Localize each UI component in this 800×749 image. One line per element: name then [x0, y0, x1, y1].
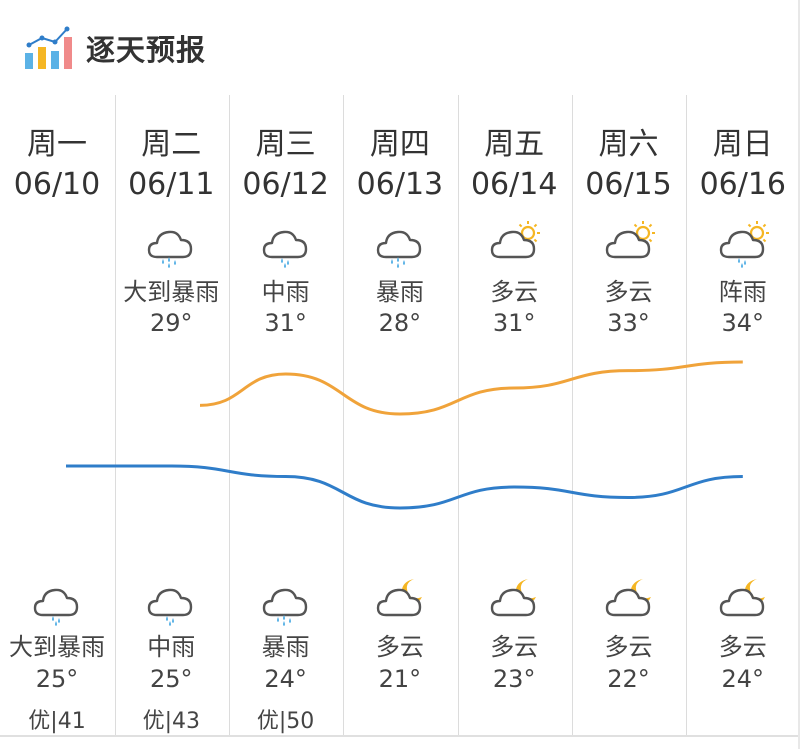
weekday-label: 周四: [369, 127, 430, 162]
cloud-moon-icon: [374, 577, 426, 623]
day-column[interactable]: 周四 06/13 暴雨 28° 多云 21°: [343, 95, 457, 735]
cloud-rain-heavy-icon: [260, 577, 312, 626]
column-divider: [115, 95, 116, 735]
cloud-sun-rain-icon: [717, 219, 769, 268]
cloud-rain-heavy-icon: [374, 219, 426, 268]
day-column[interactable]: 周三 06/12 中雨 31° 暴雨 24° 优|50: [229, 95, 343, 735]
night-weather-desc: 大到暴雨: [9, 633, 105, 661]
day-weather-desc: 大到暴雨: [123, 278, 220, 306]
cloud-rain-icon: [31, 577, 83, 626]
night-weather-desc: 多云: [718, 633, 767, 661]
day-column[interactable]: 周二 06/11 大到暴雨 29° 中雨 25° 优|43: [114, 95, 228, 735]
cloud-moon-icon: [603, 577, 655, 623]
cloud-rain-heavy-icon: [145, 219, 197, 268]
day-weather-desc: 暴雨: [375, 278, 424, 306]
night-weather-desc: 多云: [490, 633, 539, 661]
date-label: 06/16: [699, 167, 787, 202]
air-quality-label: 优|43: [142, 709, 200, 734]
date-label: 06/15: [585, 167, 672, 202]
night-weather-desc: 暴雨: [261, 633, 310, 661]
date-label: 06/14: [470, 167, 558, 202]
weekday-label: 周六: [598, 127, 659, 162]
night-low-temp: 24°: [264, 665, 307, 693]
day-weather-desc: 多云: [490, 278, 539, 306]
date-label: 06/12: [242, 167, 329, 202]
cloud-sun-icon: [488, 219, 541, 265]
day-high-temp: 34°: [721, 309, 765, 337]
night-low-temp: 25°: [150, 665, 193, 693]
night-weather-desc: 中雨: [147, 633, 196, 661]
date-label: 06/13: [356, 167, 444, 202]
night-weather-desc: 多云: [375, 633, 424, 661]
day-column[interactable]: 周五 06/14 多云 31° 多云 23°: [457, 95, 571, 735]
cloud-rain-icon: [260, 219, 312, 268]
cloud-sun-icon: [603, 219, 655, 265]
cloud-moon-icon: [488, 577, 540, 623]
day-column[interactable]: 周一 06/10 大到暴雨 25° 优|41: [0, 95, 114, 735]
night-low-temp: 24°: [721, 665, 765, 693]
cloud-moon-icon: [717, 577, 769, 623]
weekday-label: 周一: [27, 127, 87, 162]
air-quality-label: 优|41: [28, 709, 86, 734]
bottom-divider: [0, 735, 800, 737]
night-low-temp: 21°: [378, 665, 422, 693]
day-weather-desc: 中雨: [261, 278, 310, 306]
night-low-temp: 22°: [607, 665, 650, 693]
cloud-rain-icon: [145, 577, 197, 626]
night-low-temp: 25°: [35, 665, 79, 693]
day-column[interactable]: 周六 06/15 多云 33° 多云 22°: [572, 95, 686, 735]
air-quality-label: 优|50: [256, 709, 315, 734]
weekday-label: 周二: [141, 127, 202, 162]
weekday-label: 周三: [255, 127, 316, 162]
weekday-label: 周五: [484, 127, 545, 162]
forecast-title: 逐天预报: [86, 33, 207, 67]
day-column[interactable]: 周日 06/16 阵雨 34° 多云 24°: [686, 95, 800, 735]
bar-chart-icon: [25, 26, 72, 69]
forecast-header: 逐天预报: [22, 22, 206, 74]
date-label: 06/11: [128, 167, 215, 202]
day-weather-desc: 多云: [604, 278, 653, 306]
day-weather-desc: 阵雨: [718, 278, 767, 306]
night-weather-desc: 多云: [604, 633, 653, 661]
weekday-label: 周日: [712, 127, 773, 162]
day-high-temp: 28°: [378, 309, 422, 337]
right-divider: [798, 0, 800, 749]
day-high-temp: 33°: [607, 309, 650, 337]
date-label: 06/10: [13, 167, 101, 202]
day-high-temp: 29°: [150, 309, 193, 337]
day-high-temp: 31°: [492, 309, 536, 337]
day-high-temp: 31°: [264, 309, 307, 337]
night-low-temp: 23°: [492, 665, 536, 693]
